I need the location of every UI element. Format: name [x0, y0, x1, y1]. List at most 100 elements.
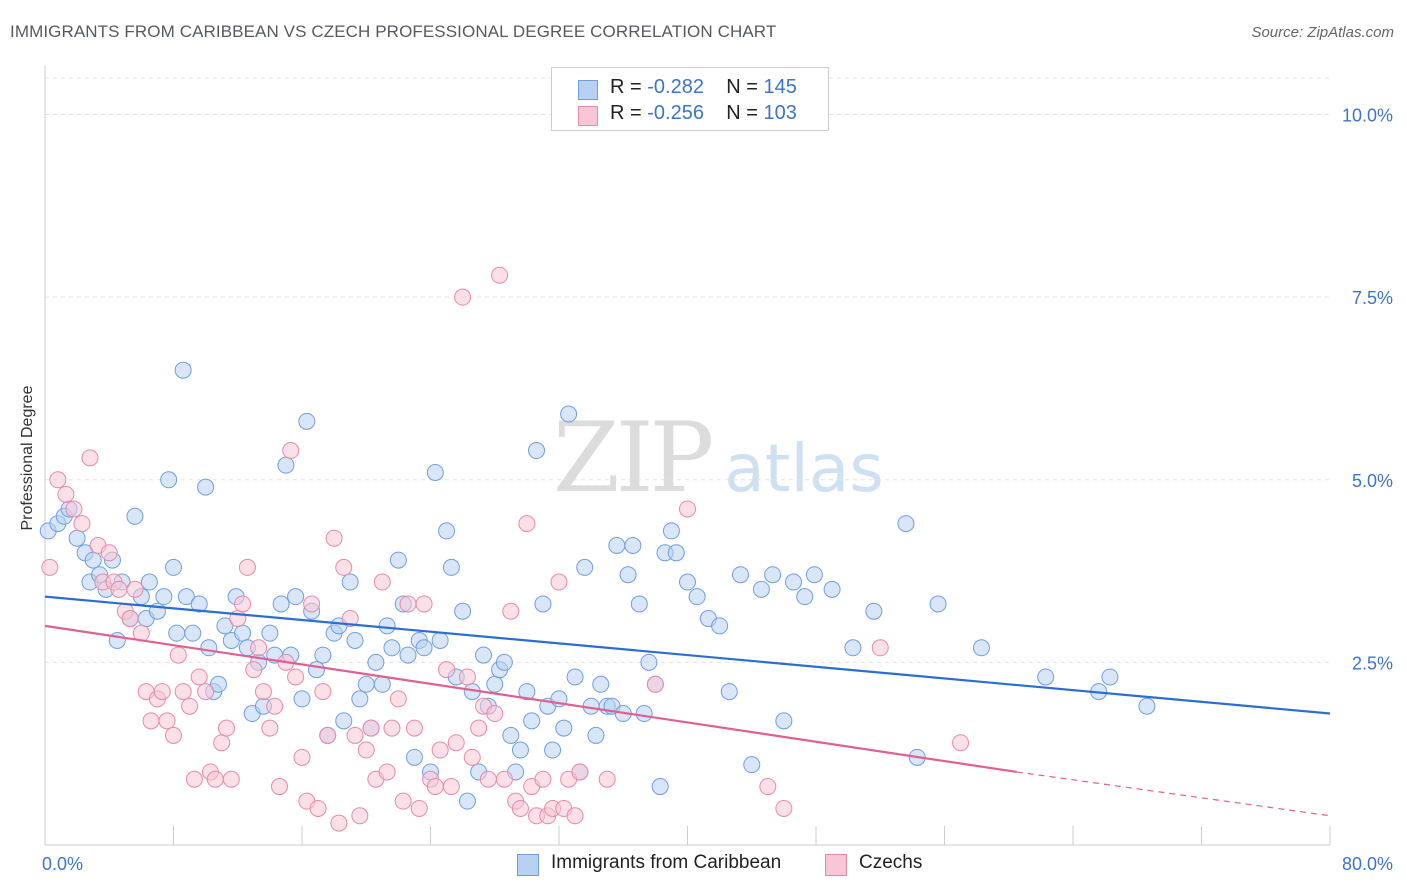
point-czechs	[250, 639, 268, 657]
point-caribbean	[438, 522, 456, 540]
point-caribbean	[405, 748, 423, 766]
legend-n-label: N =	[726, 102, 764, 124]
watermark-zip: ZIP	[553, 402, 714, 514]
point-czechs	[73, 515, 91, 533]
point-caribbean	[624, 537, 642, 555]
point-caribbean	[454, 602, 472, 620]
point-czechs	[234, 595, 252, 613]
point-czechs	[571, 763, 589, 781]
point-czechs	[431, 741, 449, 759]
point-caribbean	[592, 675, 610, 693]
point-caribbean	[1101, 668, 1119, 686]
point-caribbean	[272, 595, 290, 613]
point-caribbean	[160, 471, 178, 489]
point-czechs	[190, 668, 208, 686]
point-caribbean	[174, 361, 192, 379]
point-czechs	[65, 500, 83, 518]
bottom-legend-swatch-caribbean	[517, 854, 539, 876]
point-caribbean	[383, 639, 401, 657]
point-caribbean	[1138, 697, 1156, 715]
point-caribbean	[796, 588, 814, 606]
point-caribbean	[640, 653, 658, 671]
point-czechs	[341, 610, 359, 628]
x-tick-label: 80.0%	[1342, 854, 1393, 874]
point-caribbean	[184, 624, 202, 642]
legend-swatch-czechs	[578, 106, 598, 126]
point-czechs	[266, 697, 284, 715]
point-czechs	[213, 734, 231, 752]
point-czechs	[426, 778, 444, 796]
point-czechs	[383, 719, 401, 737]
point-caribbean	[155, 588, 173, 606]
point-caribbean	[209, 675, 227, 693]
point-czechs	[871, 639, 889, 657]
point-czechs	[447, 734, 465, 752]
point-czechs	[394, 792, 412, 810]
point-czechs	[511, 799, 529, 817]
point-caribbean	[785, 573, 803, 591]
point-caribbean	[442, 558, 460, 576]
point-caribbean	[1037, 668, 1055, 686]
point-czechs	[534, 770, 552, 788]
point-czechs	[325, 529, 343, 547]
point-caribbean	[177, 588, 195, 606]
point-czechs	[438, 661, 456, 679]
point-caribbean	[732, 566, 750, 584]
point-czechs	[126, 580, 144, 598]
point-czechs	[121, 610, 139, 628]
point-caribbean	[688, 588, 706, 606]
trendline-czechs	[44, 624, 1017, 774]
point-caribbean	[743, 756, 761, 774]
point-czechs	[502, 602, 520, 620]
point-caribbean	[662, 522, 680, 540]
y-tick-label: 7.5%	[1352, 288, 1393, 308]
point-czechs	[486, 705, 504, 723]
chart-title: IMMIGRANTS FROM CARIBBEAN VS CZECH PROFE…	[10, 22, 777, 41]
point-czechs	[357, 741, 375, 759]
point-czechs	[458, 668, 476, 686]
point-czechs	[759, 778, 777, 796]
point-czechs	[303, 595, 321, 613]
point-czechs	[57, 485, 75, 503]
point-czechs	[470, 719, 488, 737]
point-caribbean	[277, 456, 295, 474]
point-caribbean	[165, 558, 182, 576]
point-caribbean	[667, 544, 685, 562]
point-caribbean	[619, 566, 637, 584]
point-caribbean	[475, 646, 493, 664]
point-caribbean	[431, 631, 449, 649]
point-caribbean	[528, 442, 546, 460]
point-caribbean	[972, 639, 990, 657]
point-caribbean	[197, 478, 215, 496]
point-caribbean	[234, 624, 252, 642]
point-caribbean	[298, 412, 316, 430]
point-czechs	[330, 814, 348, 832]
point-czechs	[550, 573, 568, 591]
point-caribbean	[587, 726, 605, 744]
point-caribbean	[775, 712, 793, 730]
point-czechs	[218, 719, 236, 737]
point-caribbean	[720, 683, 738, 701]
point-caribbean	[287, 588, 305, 606]
point-czechs	[598, 770, 616, 788]
point-caribbean	[373, 675, 391, 693]
point-czechs	[410, 799, 428, 817]
point-caribbean	[560, 405, 578, 423]
point-caribbean	[495, 653, 513, 671]
point-czechs	[518, 515, 536, 533]
point-caribbean	[126, 507, 144, 525]
legend-r-value: -0.282	[647, 76, 704, 98]
point-caribbean	[341, 573, 359, 591]
legend-r-label: R =	[610, 76, 648, 98]
point-czechs	[206, 770, 224, 788]
point-caribbean	[346, 631, 364, 649]
point-caribbean	[651, 778, 669, 796]
point-caribbean	[805, 566, 823, 584]
point-caribbean	[711, 617, 729, 635]
legend-n-value: 103	[763, 102, 797, 124]
point-caribbean	[679, 573, 696, 591]
point-caribbean	[534, 595, 552, 613]
point-czechs	[238, 558, 256, 576]
point-czechs	[319, 726, 337, 744]
point-caribbean	[415, 639, 433, 657]
